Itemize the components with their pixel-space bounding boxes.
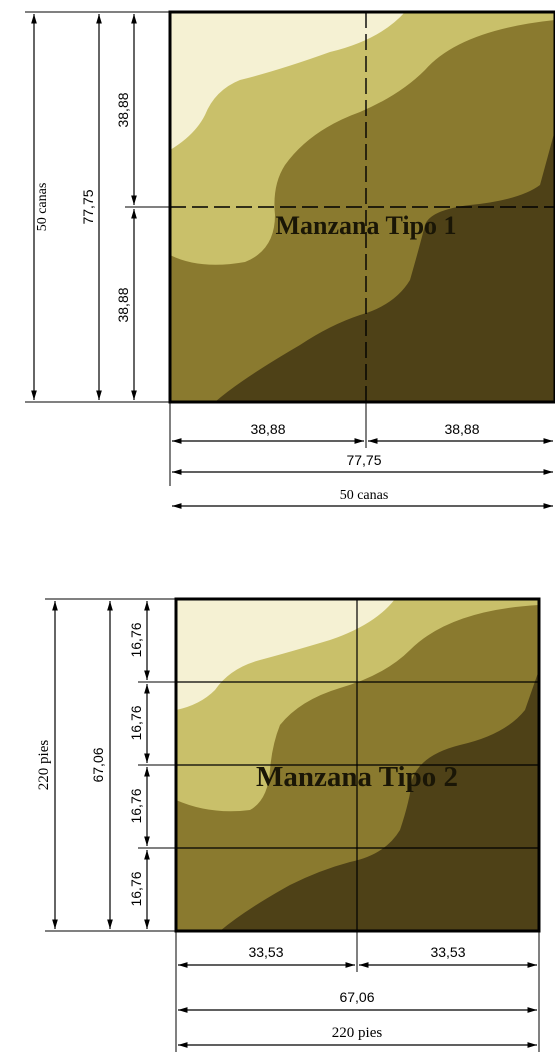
block-1: Manzana Tipo 1 50 canas 77,75 38,88 38,8… xyxy=(25,10,555,509)
block-1-vdim-total-label: 50 canas xyxy=(35,183,50,232)
block-2-vdim-part-1-label: 16,76 xyxy=(128,622,144,657)
block-1-vdim-part-2-label: 38,88 xyxy=(115,287,131,322)
block-1-title: Manzana Tipo 1 xyxy=(275,211,456,240)
block-2-hdim-total-label: 220 pies xyxy=(332,1025,383,1041)
block-2-vdim-subtotal-label: 67,06 xyxy=(90,747,106,782)
block-2-title: Manzana Tipo 2 xyxy=(256,761,458,793)
block-1-hdim-part-2-label: 38,88 xyxy=(444,421,479,437)
block-2-vdim-part-4-label: 16,76 xyxy=(128,871,144,906)
block-2-vdim-total-label: 220 pies xyxy=(36,740,52,791)
block-2-hdim-subtotal-label: 67,06 xyxy=(339,989,374,1005)
block-2-hdim-part-1-label: 33,53 xyxy=(248,944,283,960)
block-1-zone-lightest xyxy=(170,12,405,150)
block-1-hdim-part-1-label: 38,88 xyxy=(250,421,285,437)
block-2-zone-dark xyxy=(220,670,539,931)
block-1-vdim-subtotal-label: 77,75 xyxy=(80,189,96,224)
block-1-zone-dark xyxy=(215,130,555,402)
block-2-zone-lightest xyxy=(176,599,395,710)
block-1-vdim-part-1-label: 38,88 xyxy=(115,92,131,127)
block-1-hdim-total-label: 50 canas xyxy=(340,488,389,503)
block-2-hdim-part-2-label: 33,53 xyxy=(430,944,465,960)
block-1-hdim-subtotal-label: 77,75 xyxy=(346,452,381,468)
block-2: Manzana Tipo 2 220 pies 67,06 16,76 16,7… xyxy=(36,597,541,1052)
block-2-vdim-part-2-label: 16,76 xyxy=(128,705,144,740)
block-2-vdim-part-3-label: 16,76 xyxy=(128,788,144,823)
